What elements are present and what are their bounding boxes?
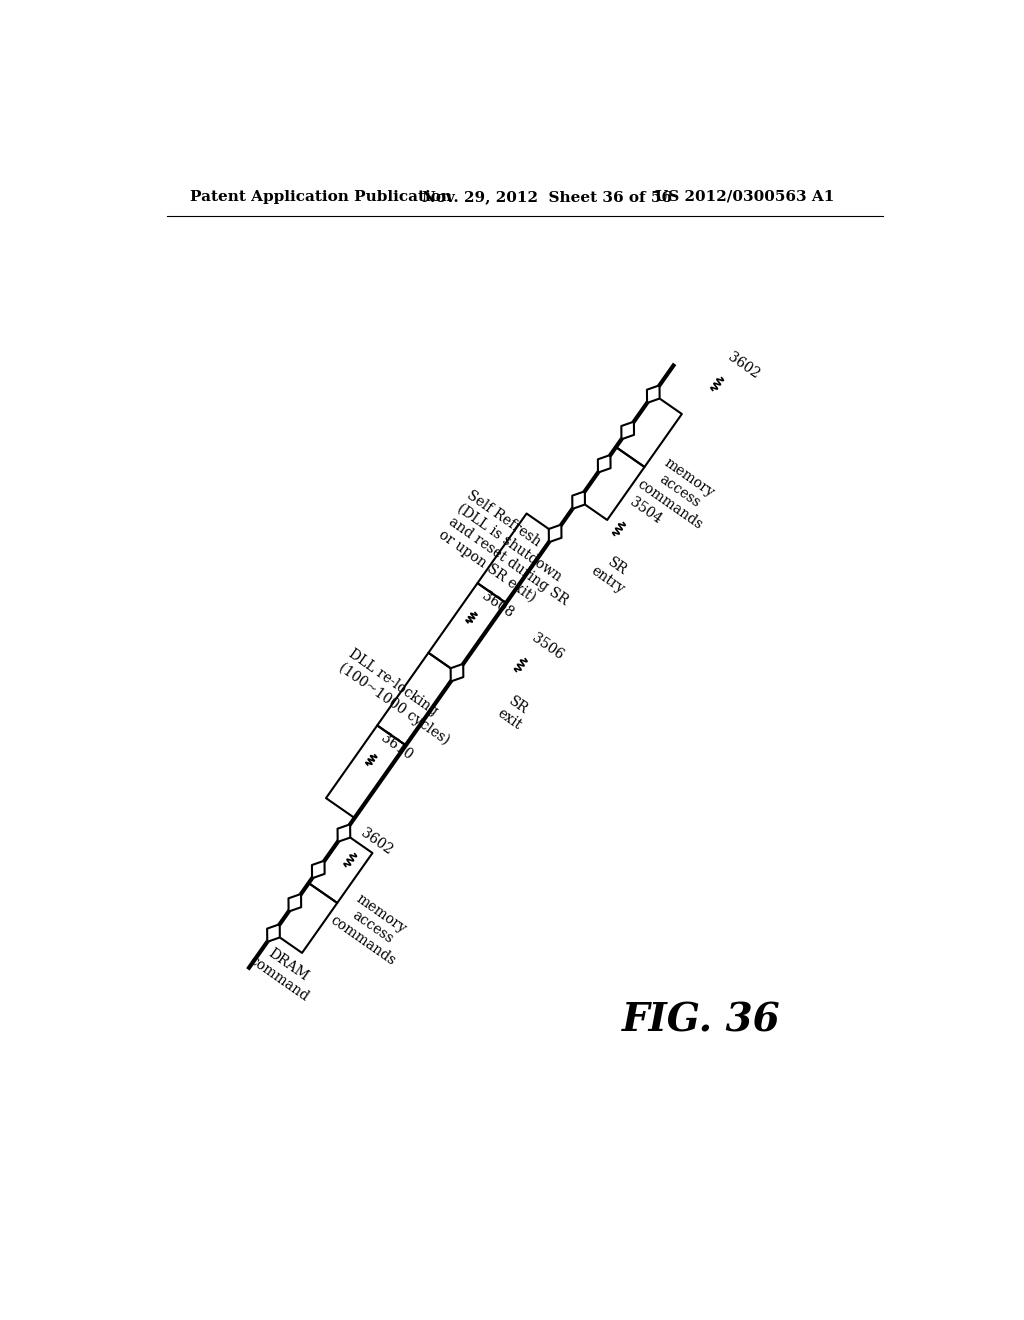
Text: 3506: 3506 [529,631,566,663]
Text: DRAM
command: DRAM command [247,940,321,1005]
Polygon shape [647,385,659,403]
Text: Patent Application Publication: Patent Application Publication [190,190,452,203]
Polygon shape [622,421,634,440]
Text: Nov. 29, 2012  Sheet 36 of 56: Nov. 29, 2012 Sheet 36 of 56 [423,190,673,203]
Text: SR
exit: SR exit [495,693,534,733]
Polygon shape [598,455,610,473]
Text: 3610: 3610 [379,731,416,763]
Text: memory
access
commands: memory access commands [635,450,724,532]
Polygon shape [312,861,325,878]
Text: 3504: 3504 [628,495,664,527]
Text: 3602: 3602 [725,350,762,381]
Polygon shape [549,524,561,543]
Text: memory
access
commands: memory access commands [328,886,417,968]
Polygon shape [338,824,350,842]
Text: SR
entry: SR entry [589,550,636,597]
Text: 3602: 3602 [358,826,395,858]
Text: Self Refresh
(DLL is shutdown
and reset during SR
or upon SR exit): Self Refresh (DLL is shutdown and reset … [436,488,589,622]
Text: 3608: 3608 [479,589,516,620]
Polygon shape [267,924,280,942]
Text: DLL re-locking
(100~1000 cycles): DLL re-locking (100~1000 cycles) [336,647,462,747]
Polygon shape [289,894,301,912]
Text: US 2012/0300563 A1: US 2012/0300563 A1 [655,190,835,203]
Text: FIG. 36: FIG. 36 [623,1002,781,1040]
Polygon shape [451,664,463,681]
Polygon shape [572,491,585,510]
